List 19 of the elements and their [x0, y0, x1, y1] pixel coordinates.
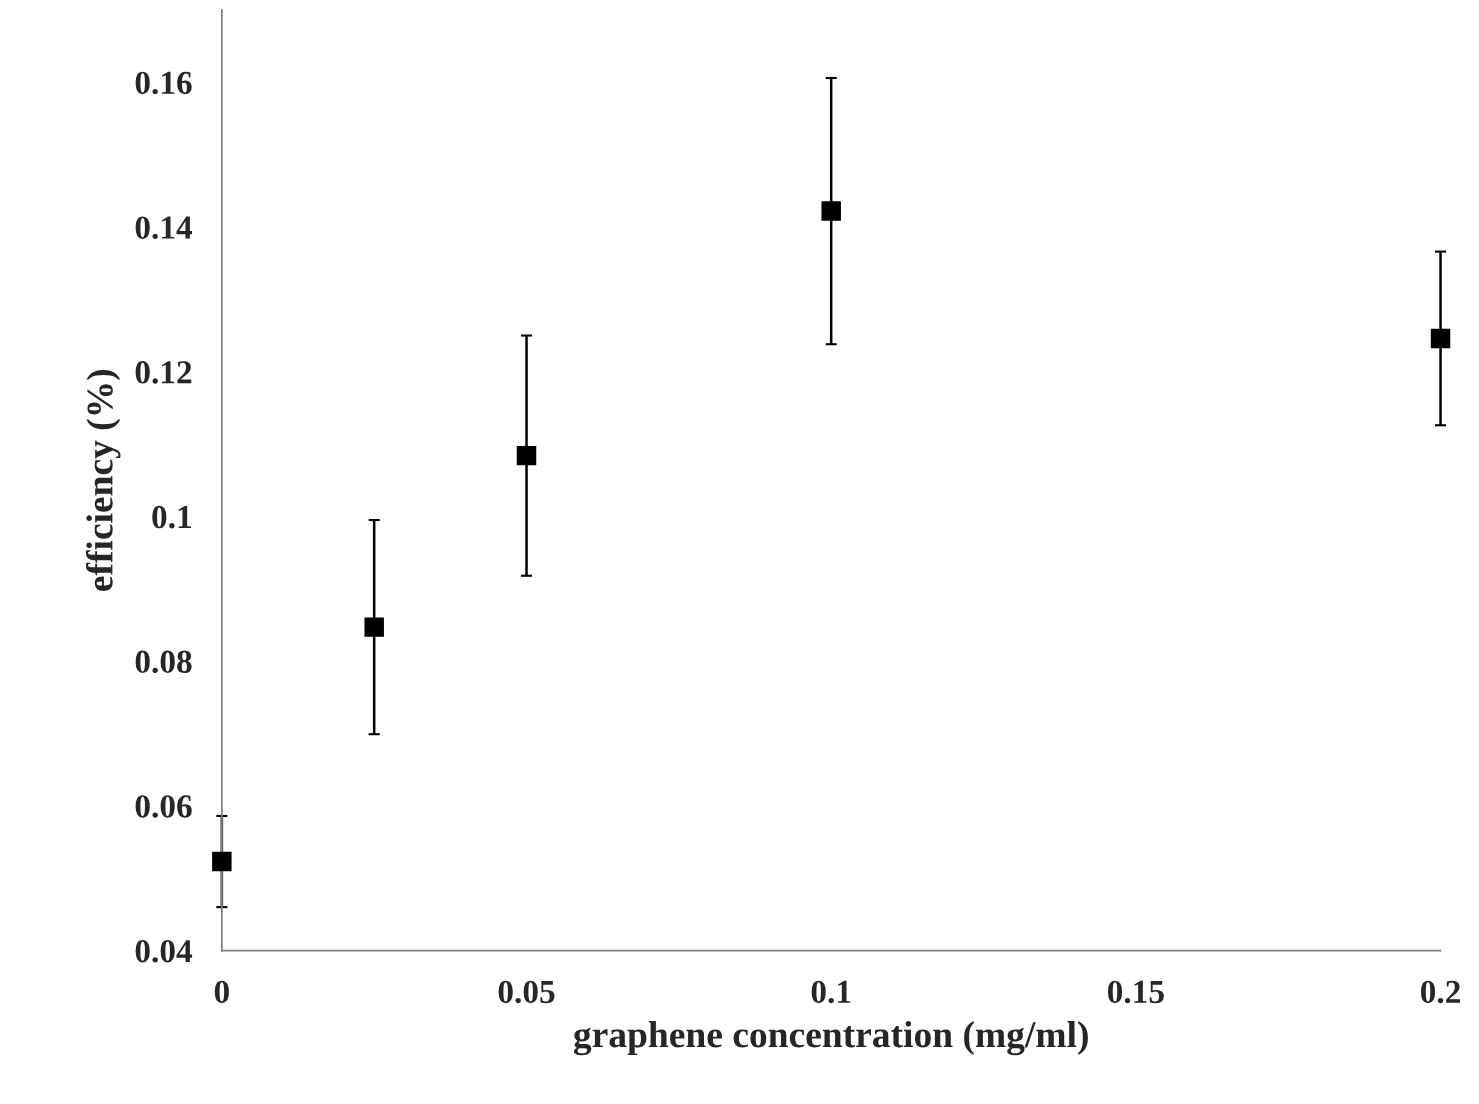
y-tick-label: 0.04: [135, 939, 193, 963]
x-tick-label: 0.05: [498, 980, 555, 1004]
y-tick-label: 0.06: [135, 795, 192, 818]
point: [364, 617, 384, 637]
x-tick-label: 0.15: [1107, 980, 1164, 1004]
point: [516, 445, 537, 466]
point: [212, 851, 232, 872]
point: [1430, 328, 1451, 349]
x-tick-label: 0.2: [1420, 980, 1460, 1004]
y-axis-title: efficiency (%): [85, 369, 121, 591]
y-tick-label: 0.12: [135, 361, 192, 384]
y-tick-label: 0.1: [152, 505, 191, 529]
y-tick-label: 0.16: [135, 71, 192, 95]
x-tick-label: 0.1: [811, 980, 851, 1004]
x-tick-label: 0: [214, 980, 229, 1004]
point: [821, 201, 841, 221]
y-tick-label: 0.08: [135, 650, 192, 674]
x-axis-title: graphene concentration (mg/ml): [573, 1021, 1088, 1056]
y-tick-label: 0.14: [135, 216, 193, 240]
